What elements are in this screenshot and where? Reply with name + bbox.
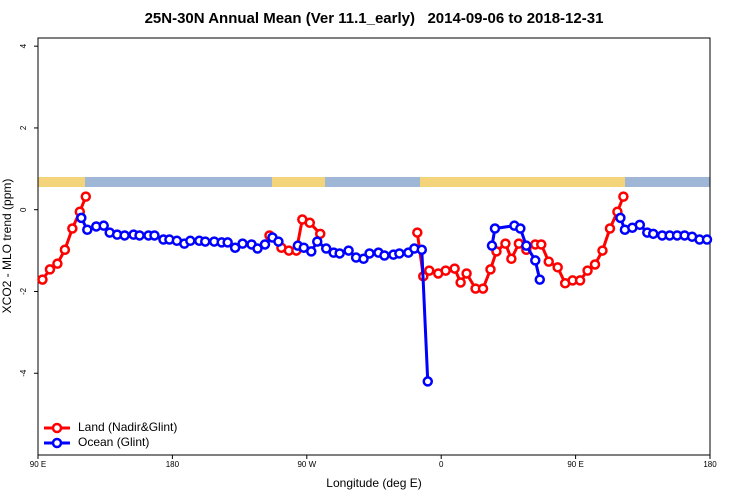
point <box>449 263 460 274</box>
legend-label: Ocean (Glint) <box>78 435 149 449</box>
point <box>334 248 345 259</box>
point <box>543 256 554 267</box>
point <box>364 248 375 259</box>
point <box>59 244 71 256</box>
point <box>486 240 498 251</box>
point <box>67 223 78 234</box>
point <box>312 236 323 247</box>
point <box>82 224 93 235</box>
plot-frame <box>37 37 711 456</box>
y-tick-label: 0 <box>19 207 28 212</box>
point <box>574 275 586 286</box>
point <box>44 264 56 275</box>
x-tick-label: 90 E <box>567 460 583 469</box>
legend-item: Ocean (Glint) <box>44 435 149 449</box>
point <box>530 255 541 266</box>
point <box>379 250 390 261</box>
x-tick-label: 90 E <box>30 460 46 469</box>
point <box>506 253 517 265</box>
point <box>477 283 489 294</box>
point <box>394 248 405 259</box>
series <box>76 212 713 387</box>
point <box>52 258 63 269</box>
y-tick-label: -4 <box>19 369 28 377</box>
point <box>37 274 48 285</box>
y-tick-label: 4 <box>19 43 28 48</box>
point <box>534 274 546 285</box>
legend-marker <box>51 422 63 434</box>
point <box>80 191 92 202</box>
point <box>521 240 532 251</box>
legend-marker <box>51 437 63 449</box>
point <box>424 265 435 276</box>
y-tick-label: 2 <box>19 125 28 130</box>
point <box>701 234 713 245</box>
point <box>306 246 317 257</box>
point <box>259 239 271 250</box>
point <box>416 244 428 256</box>
surface-band <box>38 177 710 187</box>
point <box>589 259 601 270</box>
point <box>422 376 434 387</box>
y-tick-label: -2 <box>19 287 28 295</box>
land-band <box>420 177 625 187</box>
point <box>200 236 211 247</box>
point <box>552 262 563 273</box>
point <box>648 228 659 240</box>
point <box>237 238 248 249</box>
point <box>252 243 263 254</box>
point <box>149 230 160 241</box>
point <box>634 219 646 231</box>
land-band <box>38 177 85 187</box>
point <box>615 212 626 224</box>
chart-title: 25N-30N Annual Mean (Ver 11.1_early) 201… <box>145 10 604 27</box>
point <box>440 265 451 276</box>
point <box>185 235 196 247</box>
legend-item: Land (Nadir&Glint) <box>44 420 177 434</box>
point <box>597 245 608 256</box>
point <box>412 227 423 238</box>
point <box>500 238 511 249</box>
point <box>229 242 241 253</box>
legend-label: Land (Nadir&Glint) <box>78 420 177 434</box>
point <box>273 236 284 247</box>
point <box>515 223 526 234</box>
point <box>604 223 616 234</box>
series <box>37 191 629 294</box>
point <box>461 268 472 279</box>
x-tick-label: 180 <box>166 460 180 469</box>
point <box>76 212 87 224</box>
point <box>485 264 496 275</box>
y-axis-label: XCO2 - MLO trend (ppm) <box>0 179 14 314</box>
point <box>618 191 629 202</box>
land-band <box>272 177 325 187</box>
point <box>582 265 593 276</box>
point <box>320 243 332 254</box>
point <box>119 230 130 241</box>
point <box>98 220 109 231</box>
ocean-band <box>38 177 710 187</box>
point <box>489 223 501 234</box>
point <box>134 230 145 241</box>
point <box>222 237 233 248</box>
point <box>343 245 354 256</box>
point <box>304 217 316 229</box>
x-tick-label: 90 W <box>297 460 316 469</box>
x-tick-label: 0 <box>439 460 444 469</box>
point <box>536 239 547 250</box>
x-tick-label: 180 <box>703 460 717 469</box>
point <box>455 277 466 288</box>
x-axis-label: Longitude (deg E) <box>326 476 421 490</box>
